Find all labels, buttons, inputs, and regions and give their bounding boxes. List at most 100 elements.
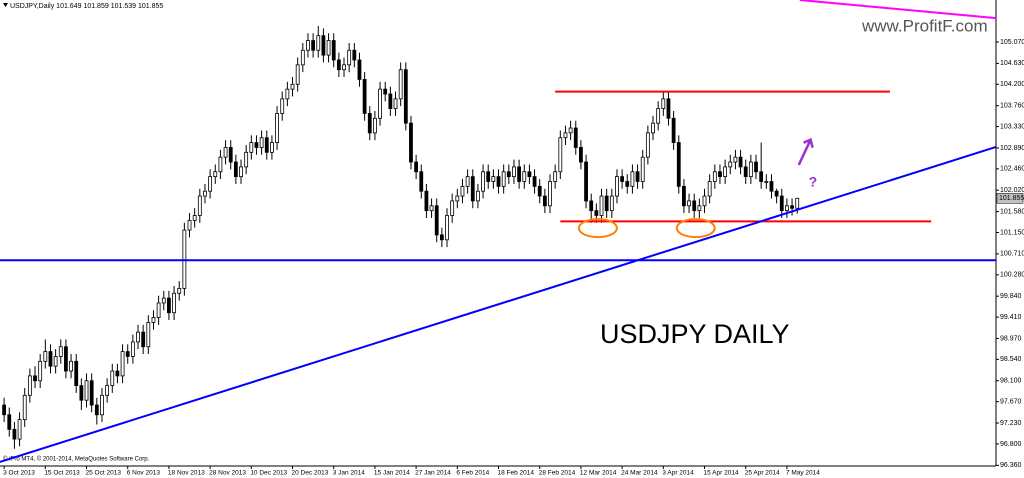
candle-body bbox=[120, 351, 125, 377]
candle-body bbox=[460, 185, 465, 197]
candle-body bbox=[682, 185, 686, 207]
candle-body bbox=[769, 181, 774, 192]
candle-body bbox=[558, 137, 563, 173]
x-tick-label: 20 Dec 2013 bbox=[292, 470, 329, 477]
candle-body bbox=[326, 40, 331, 56]
candle-body bbox=[156, 302, 161, 318]
candle-body bbox=[589, 200, 594, 212]
candle-body bbox=[192, 215, 197, 221]
chart-title: USDJPY DAILY bbox=[600, 319, 790, 349]
y-tick-label: 101.580 bbox=[1000, 208, 1024, 215]
candle-body bbox=[553, 171, 558, 182]
candle-body bbox=[491, 176, 496, 182]
low-value: 101.539 bbox=[111, 3, 136, 10]
candle-body bbox=[110, 370, 115, 387]
candle-body bbox=[300, 49, 305, 66]
candle-body bbox=[213, 171, 218, 178]
x-tick-label: 27 Jan 2014 bbox=[415, 470, 451, 477]
candle-body bbox=[712, 171, 717, 182]
candle-body bbox=[48, 351, 53, 367]
candle-body bbox=[774, 190, 779, 197]
candle-body bbox=[661, 98, 666, 109]
candle-body bbox=[270, 142, 274, 153]
header-icon bbox=[3, 3, 8, 7]
candle-body bbox=[290, 83, 295, 90]
candle-body bbox=[316, 35, 321, 51]
candle-body bbox=[455, 195, 460, 202]
trend-line bbox=[799, 0, 997, 20]
price-label-box bbox=[996, 192, 1024, 204]
candle-body bbox=[27, 375, 32, 396]
candle-body bbox=[450, 200, 455, 216]
candle-body bbox=[69, 360, 73, 372]
candle-body bbox=[718, 171, 722, 178]
x-tick-label: 6 Nov 2013 bbox=[127, 470, 161, 477]
candle-body bbox=[522, 171, 527, 182]
header: USDJPY,Daily 101.649 101.859 101.539 101… bbox=[10, 3, 163, 10]
candle-body bbox=[754, 161, 758, 173]
arrow-shaft bbox=[797, 139, 812, 166]
candle-body bbox=[336, 59, 341, 71]
y-tick-label: 98.970 bbox=[1000, 335, 1022, 342]
candle-body bbox=[635, 171, 640, 182]
candle-body bbox=[2, 404, 7, 416]
candle-body bbox=[640, 156, 645, 182]
candle-body bbox=[403, 69, 408, 124]
candle-body bbox=[532, 176, 537, 187]
candle-body bbox=[620, 176, 625, 182]
candle-body bbox=[167, 297, 171, 314]
candle-body bbox=[723, 166, 728, 178]
candle-body bbox=[79, 385, 84, 401]
close-value: 101.855 bbox=[138, 3, 163, 10]
y-tick-label: 99.410 bbox=[1000, 314, 1022, 321]
y-tick-label: 98.540 bbox=[1000, 356, 1022, 363]
candle-body bbox=[599, 195, 604, 216]
candle-body bbox=[651, 122, 655, 134]
candle-body bbox=[249, 142, 254, 153]
candle-body bbox=[625, 181, 630, 187]
candle-body bbox=[486, 171, 491, 182]
candle-body bbox=[352, 49, 357, 61]
candle-body bbox=[43, 351, 48, 362]
x-tick-label: 15 Apr 2014 bbox=[704, 470, 739, 477]
annotation: ? bbox=[809, 173, 818, 189]
candle-body bbox=[233, 161, 238, 178]
open-value: 101.649 bbox=[56, 3, 81, 10]
y-tick-label: 104.200 bbox=[1000, 81, 1024, 88]
candle-body bbox=[367, 113, 372, 134]
y-tick-label: 99.840 bbox=[1000, 293, 1022, 300]
candle-body bbox=[671, 117, 676, 143]
watermark: www.ProfitF.com bbox=[861, 16, 988, 35]
candle-body bbox=[728, 161, 733, 168]
y-tick-label: 102.020 bbox=[1000, 187, 1024, 194]
y-tick-label: 103.330 bbox=[1000, 123, 1024, 130]
candle-body bbox=[218, 156, 223, 173]
candle-body bbox=[517, 166, 522, 182]
candle-body bbox=[779, 195, 784, 212]
x-tick-label: 10 Dec 2013 bbox=[250, 470, 287, 477]
candle-body bbox=[434, 205, 439, 236]
candle-body bbox=[563, 132, 568, 139]
candle-body bbox=[702, 195, 707, 207]
candle-body bbox=[707, 181, 712, 197]
high-value: 101.859 bbox=[83, 3, 108, 10]
candle-body bbox=[414, 161, 419, 173]
candle-body bbox=[579, 147, 583, 163]
y-tick-label: 96.800 bbox=[1000, 441, 1022, 448]
candle-body bbox=[666, 98, 671, 119]
candle-body bbox=[12, 428, 17, 440]
candle-body bbox=[259, 137, 264, 148]
candle-body bbox=[759, 171, 764, 182]
x-tick-label: 25 Oct 2013 bbox=[86, 470, 122, 477]
candle-body bbox=[568, 127, 573, 134]
x-tick-label: 7 May 2014 bbox=[786, 470, 820, 477]
highlight-circle bbox=[675, 218, 716, 239]
x-tick-label: 12 Mar 2014 bbox=[580, 470, 617, 477]
candle-body bbox=[275, 113, 279, 143]
copyright: © iPro MT4, © 2001-2014, MetaQuotes Soft… bbox=[3, 456, 150, 463]
candle-body bbox=[645, 132, 650, 158]
y-tick-label: 101.150 bbox=[1000, 229, 1024, 236]
candle-body bbox=[187, 219, 192, 231]
candle-body bbox=[378, 88, 382, 119]
